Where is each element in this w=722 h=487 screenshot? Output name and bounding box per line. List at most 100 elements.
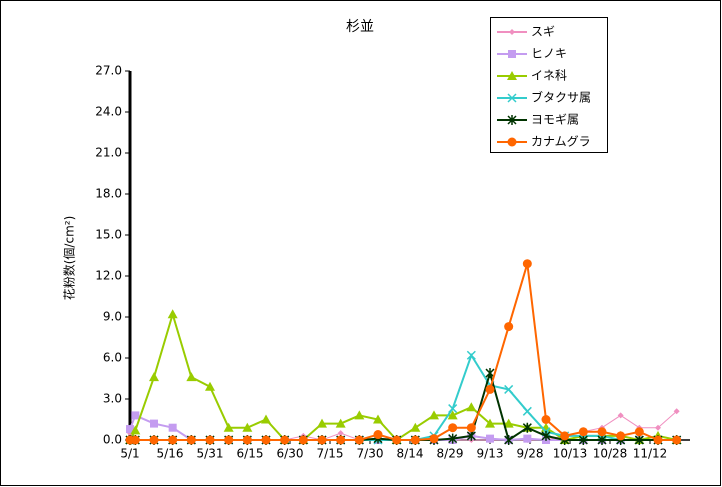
marker bbox=[298, 435, 308, 445]
marker bbox=[503, 418, 514, 428]
marker bbox=[168, 423, 177, 432]
marker bbox=[167, 309, 178, 319]
marker bbox=[335, 418, 346, 428]
marker bbox=[466, 423, 476, 433]
y-tick-label: 6.0 bbox=[103, 351, 122, 365]
x-tick-label: 9/13 bbox=[477, 447, 504, 461]
marker bbox=[522, 422, 532, 433]
marker bbox=[205, 435, 215, 445]
y-tick-label: 27.0 bbox=[95, 64, 122, 78]
marker bbox=[634, 427, 644, 437]
x-tick-label: 6/15 bbox=[237, 447, 264, 461]
marker bbox=[354, 410, 365, 420]
marker bbox=[522, 259, 532, 269]
marker bbox=[317, 418, 327, 428]
marker bbox=[507, 71, 517, 80]
marker bbox=[354, 435, 364, 445]
marker bbox=[429, 410, 439, 420]
marker bbox=[131, 411, 140, 420]
marker bbox=[261, 435, 271, 445]
marker bbox=[560, 431, 570, 441]
marker bbox=[485, 384, 495, 394]
legend-label: ヒノキ bbox=[531, 47, 567, 61]
marker bbox=[336, 435, 346, 445]
marker bbox=[523, 434, 532, 443]
marker bbox=[242, 422, 253, 432]
marker bbox=[507, 115, 517, 125]
y-tick-label: 18.0 bbox=[95, 187, 122, 201]
marker bbox=[392, 435, 402, 445]
marker bbox=[410, 422, 421, 432]
marker bbox=[653, 435, 663, 445]
x-tick-label: 5/16 bbox=[157, 447, 184, 461]
marker bbox=[617, 412, 624, 419]
marker bbox=[486, 434, 494, 443]
marker bbox=[261, 414, 271, 424]
marker bbox=[634, 435, 644, 445]
y-axis-label: 花粉数(個/cm²) bbox=[62, 216, 77, 301]
marker bbox=[186, 435, 196, 445]
legend-label: イネ科 bbox=[531, 69, 567, 83]
marker bbox=[448, 423, 458, 433]
x-tick-label: 10/28 bbox=[593, 447, 628, 461]
marker bbox=[541, 430, 551, 441]
legend-label: カナムグラ bbox=[531, 135, 591, 149]
y-tick-label: 21.0 bbox=[95, 146, 122, 160]
marker bbox=[130, 425, 141, 435]
y-tick-label: 0.0 bbox=[103, 433, 122, 447]
chart-title: 杉並 bbox=[346, 19, 374, 35]
x-tick-label: 10/13 bbox=[553, 447, 588, 461]
marker bbox=[429, 434, 439, 444]
legend bbox=[490, 17, 608, 153]
marker bbox=[616, 431, 626, 441]
marker bbox=[448, 404, 458, 414]
x-tick-label: 7/15 bbox=[317, 447, 344, 461]
marker bbox=[508, 50, 516, 58]
x-tick-label: 6/30 bbox=[277, 447, 304, 461]
marker bbox=[168, 435, 178, 445]
marker bbox=[466, 430, 476, 441]
x-tick-label: 8/14 bbox=[397, 447, 424, 461]
y-tick-label: 12.0 bbox=[95, 269, 122, 283]
marker bbox=[373, 430, 383, 440]
x-tick-label: 8/29 bbox=[437, 447, 464, 461]
marker bbox=[541, 415, 551, 424]
marker bbox=[223, 422, 234, 432]
marker bbox=[673, 408, 680, 415]
marker bbox=[317, 435, 327, 445]
marker bbox=[337, 430, 344, 437]
marker bbox=[126, 425, 134, 434]
marker bbox=[507, 137, 517, 147]
marker bbox=[504, 322, 514, 332]
y-tick-label: 15.0 bbox=[95, 228, 122, 242]
marker bbox=[507, 93, 517, 103]
marker bbox=[522, 406, 532, 416]
x-tick-label: 7/30 bbox=[357, 447, 384, 461]
y-tick-label: 9.0 bbox=[103, 310, 122, 324]
marker bbox=[447, 410, 458, 420]
x-tick-label: 5/1 bbox=[120, 447, 139, 461]
x-tick-label: 5/31 bbox=[197, 447, 224, 461]
marker bbox=[504, 384, 514, 394]
x-tick-label: 9/28 bbox=[517, 447, 544, 461]
marker bbox=[186, 372, 197, 382]
marker bbox=[504, 435, 514, 445]
marker bbox=[242, 435, 252, 445]
marker bbox=[149, 435, 159, 445]
y-tick-label: 3.0 bbox=[103, 392, 122, 406]
marker bbox=[205, 381, 215, 391]
marker bbox=[224, 435, 234, 445]
marker bbox=[655, 424, 661, 431]
marker bbox=[149, 372, 159, 382]
marker bbox=[578, 427, 588, 437]
marker bbox=[597, 435, 607, 445]
marker bbox=[130, 435, 140, 445]
marker bbox=[466, 402, 477, 412]
marker bbox=[466, 350, 476, 360]
legend-label: ヨモギ属 bbox=[531, 113, 579, 127]
y-tick-label: 24.0 bbox=[95, 105, 122, 119]
marker bbox=[410, 435, 420, 445]
marker bbox=[373, 414, 383, 424]
marker bbox=[448, 433, 458, 444]
